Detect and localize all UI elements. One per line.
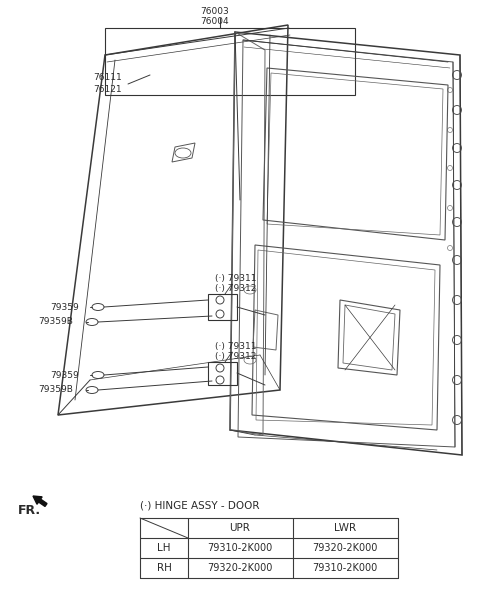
Text: 79359: 79359 [50, 303, 79, 312]
Text: (·) 79312: (·) 79312 [215, 352, 256, 362]
Text: RH: RH [156, 563, 171, 573]
Text: 79359B: 79359B [38, 386, 73, 395]
Text: LH: LH [157, 543, 171, 553]
Text: (·) 79311: (·) 79311 [215, 273, 256, 282]
Text: LWR: LWR [334, 523, 356, 533]
Text: (·) 79311: (·) 79311 [215, 341, 256, 350]
Text: 76003: 76003 [201, 8, 229, 17]
Text: 76121: 76121 [93, 86, 121, 94]
Text: 79310-2K000: 79310-2K000 [312, 563, 378, 573]
Text: 76004: 76004 [201, 17, 229, 26]
Text: 79320-2K000: 79320-2K000 [207, 563, 273, 573]
Text: 79320-2K000: 79320-2K000 [312, 543, 378, 553]
Text: FR.: FR. [18, 504, 41, 517]
Text: 79359: 79359 [50, 371, 79, 380]
Text: 79359B: 79359B [38, 318, 73, 327]
Text: 79310-2K000: 79310-2K000 [207, 543, 273, 553]
Text: (·) HINGE ASSY - DOOR: (·) HINGE ASSY - DOOR [140, 500, 260, 510]
Text: (·) 79312: (·) 79312 [215, 285, 256, 294]
FancyArrow shape [33, 496, 47, 507]
Text: 76111: 76111 [93, 74, 122, 83]
Text: UPR: UPR [229, 523, 251, 533]
